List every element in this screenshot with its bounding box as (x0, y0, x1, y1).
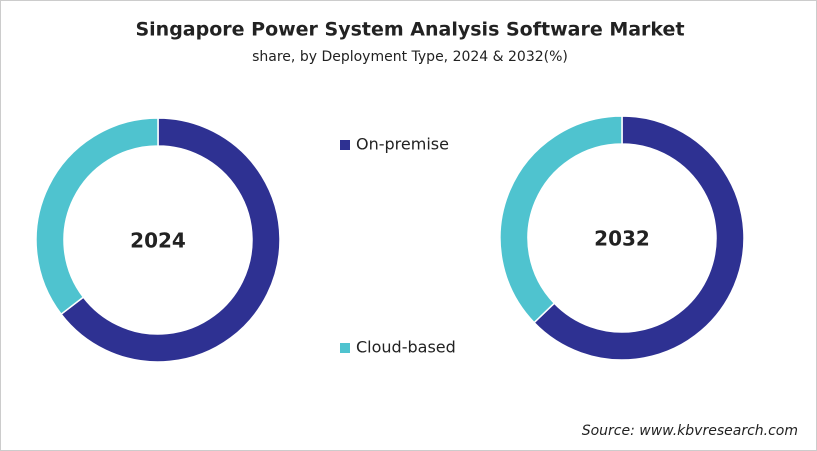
chart-subtitle: share, by Deployment Type, 2024 & 2032(%… (252, 49, 568, 65)
legend-swatch (340, 140, 350, 150)
source: Source: www.kbvresearch.com (582, 423, 798, 439)
donut-center-label: 2032 (594, 227, 650, 251)
donut-segment (60, 117, 281, 363)
chart-title: Singapore Power System Analysis Software… (135, 19, 684, 41)
donut-segment (499, 115, 623, 324)
donut-segment (35, 117, 159, 316)
legend-label: On-premise (356, 135, 449, 154)
donut-center-label: 2024 (130, 229, 186, 253)
legend-label: Cloud-based (356, 338, 456, 357)
donut-segment (533, 115, 745, 361)
legend-swatch (340, 343, 350, 353)
